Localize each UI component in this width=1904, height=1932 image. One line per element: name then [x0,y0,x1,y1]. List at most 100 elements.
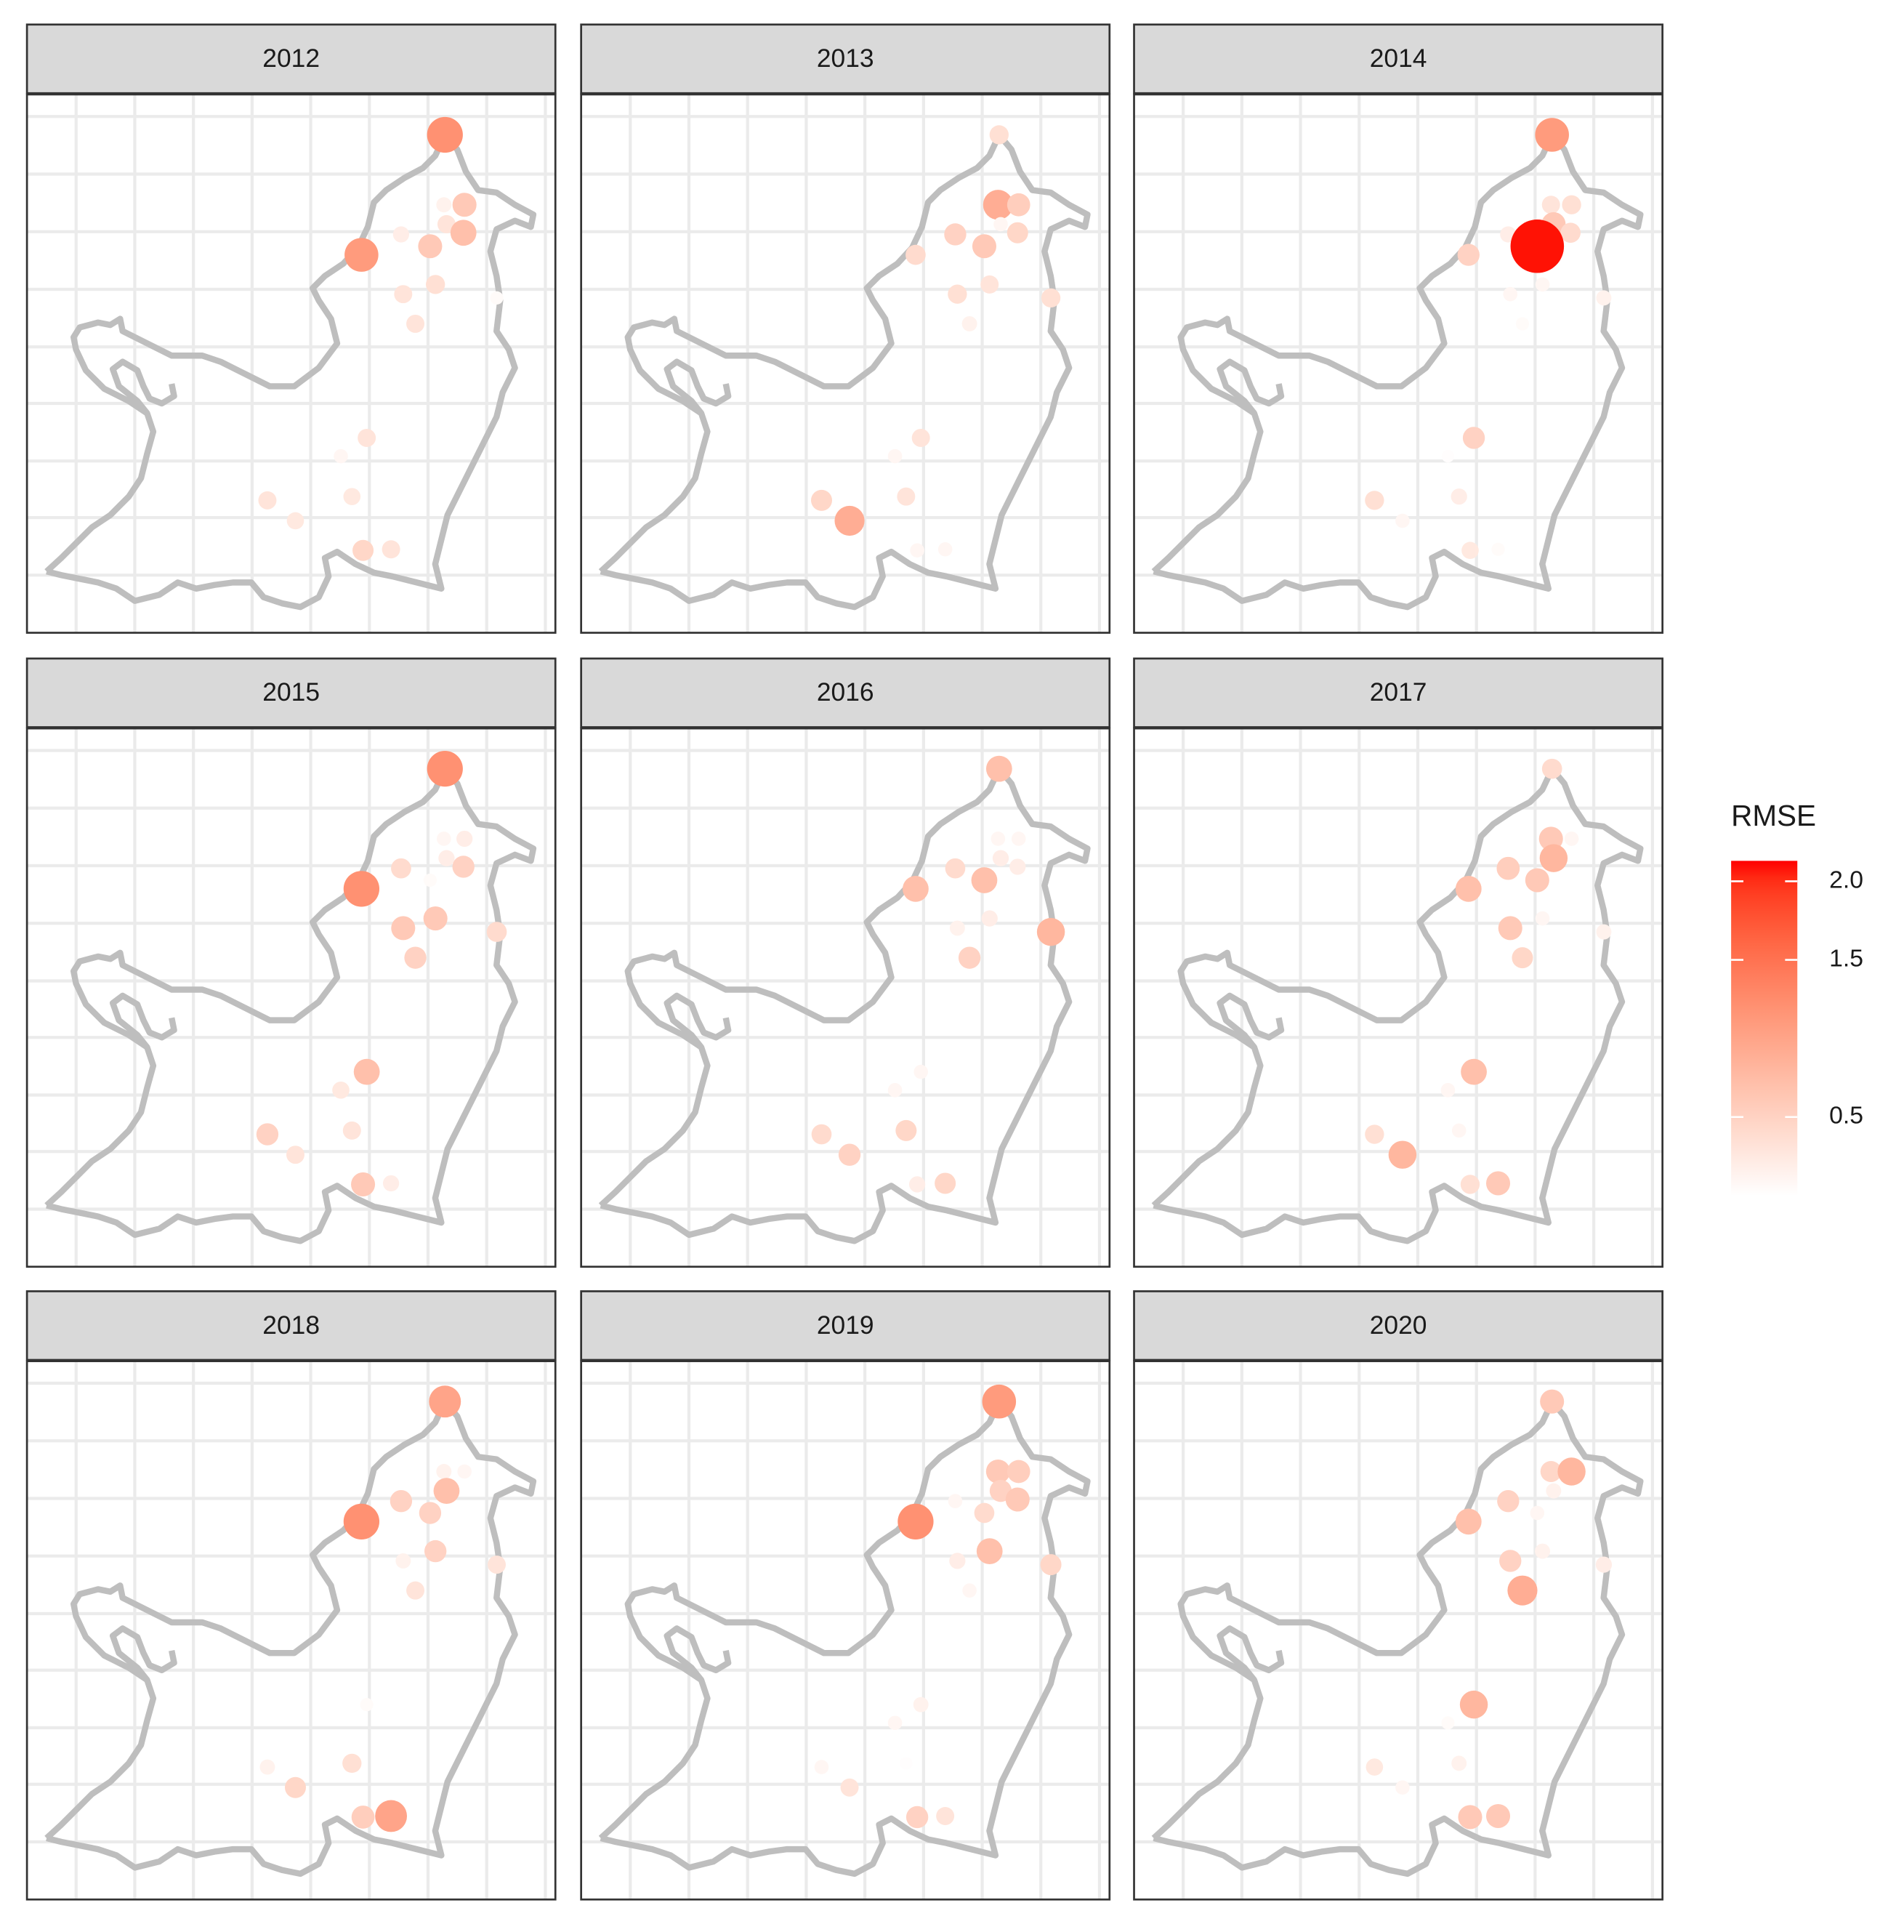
region-outline [1151,132,1644,611]
facet-strip [580,23,1111,94]
facet-title: 2013 [817,44,874,73]
station-point [1515,317,1530,331]
station-point [936,1806,955,1825]
station-point [814,1760,829,1774]
station-point [1539,844,1568,872]
station-point [391,858,411,879]
station-point [980,275,999,294]
station-point [972,234,996,259]
region-border [1151,132,1644,611]
station-point [1395,513,1410,528]
station-point [945,858,966,879]
station-point [985,755,1012,782]
station-point [949,1553,966,1569]
station-point [427,751,463,787]
station-point [1011,832,1026,846]
station-point [838,1143,861,1166]
station-point [343,871,380,907]
station-point [1005,1487,1030,1512]
station-point [1440,1083,1456,1098]
station-point [343,488,361,505]
station-point [949,920,965,936]
station-point [351,1172,376,1196]
station-point [1546,1483,1562,1499]
station-point [811,1124,832,1145]
station-point [391,916,416,941]
station-point [427,116,463,153]
station-point [897,1503,934,1539]
station-point [334,448,348,464]
station-point [1007,222,1028,243]
station-point [1441,449,1455,463]
facet-title: 2012 [262,44,320,73]
region-outline [1151,1398,1644,1877]
station-point [352,539,374,561]
station-point [1461,1058,1487,1085]
station-point [1557,1457,1586,1486]
station-point [452,193,477,217]
station-point [1461,542,1479,560]
station-point [1535,1543,1551,1559]
station-point [962,1583,977,1598]
station-point [423,906,448,931]
region-border [109,992,177,1050]
region-border [44,1398,537,1877]
region-border [1151,1398,1644,1877]
station-point [424,1539,447,1563]
facet-title: 2014 [1370,44,1427,73]
station-point [971,867,998,893]
station-point [1499,1550,1522,1572]
station-point [256,1123,279,1146]
station-point [342,1121,361,1140]
station-point [1540,1460,1562,1482]
station-point [911,428,930,447]
station-point [1535,118,1569,152]
station-point [897,487,916,506]
station-point [1503,286,1518,302]
station-point [286,512,304,530]
facet-strip [1133,657,1663,728]
panel-background [1134,728,1663,1267]
region-border [44,132,537,611]
station-point [406,314,425,333]
region-outline [44,1398,537,1877]
station-point [974,1502,995,1524]
station-point [286,1146,304,1164]
station-point [450,220,477,246]
station-point [382,1175,400,1192]
station-point [406,1581,425,1600]
facet-strip [580,1290,1111,1361]
station-point [392,226,410,243]
region-border [44,765,537,1244]
panel-border [1133,1360,1663,1901]
panel-background [581,94,1110,633]
station-point [351,1806,375,1829]
facet-strip [1133,23,1663,94]
station-point [419,1502,442,1524]
region-border [598,132,1091,611]
panel-border [1133,93,1663,634]
station-point [1460,1175,1480,1194]
station-point [905,244,926,265]
station-point [426,275,445,294]
station-point [1366,1758,1384,1776]
station-point [343,1503,380,1539]
station-point [423,873,437,887]
station-point [375,1800,408,1832]
station-point [992,850,1009,866]
station-point [456,830,473,848]
station-point [1498,916,1522,941]
colorbar-tick-label: 2.0 [1829,866,1863,893]
station-point [1564,832,1579,846]
station-point [948,1494,963,1508]
panel-background [1134,94,1663,633]
station-point [1007,193,1030,217]
station-point [382,540,400,559]
region-border [663,358,732,416]
station-point [937,542,953,557]
station-point [1525,868,1549,893]
station-point [1535,277,1550,292]
panel-border [25,93,557,634]
station-point [342,1753,362,1774]
station-point [452,856,475,878]
